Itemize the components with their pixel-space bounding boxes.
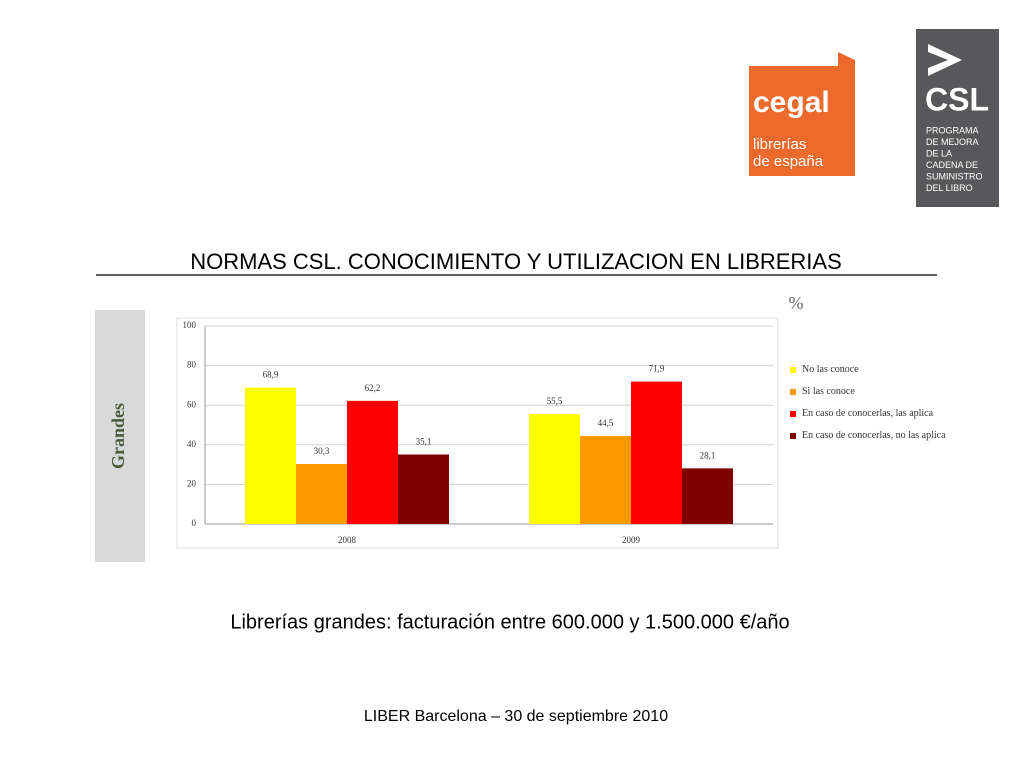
legend-label: Si las conoce xyxy=(802,386,855,397)
value-label: 30,3 xyxy=(314,446,330,456)
bar xyxy=(296,464,347,524)
value-label: 68,9 xyxy=(263,370,279,380)
csl-arrow xyxy=(928,44,962,76)
chart-frame xyxy=(176,317,779,549)
bar xyxy=(245,387,296,524)
legend-label: En caso de conocerlas, las aplica xyxy=(802,408,934,419)
csl-line: DEL LIBRO xyxy=(926,183,973,193)
value-label: 62,2 xyxy=(365,383,381,393)
bar xyxy=(398,454,449,524)
csl-line: SUMINISTRO xyxy=(926,171,983,181)
csl-name: CSL xyxy=(925,81,989,117)
bar xyxy=(580,435,631,524)
bar xyxy=(529,414,580,524)
legend-swatch xyxy=(790,411,796,417)
y-tick-label: 0 xyxy=(192,518,197,528)
csl-line: DE LA xyxy=(926,148,952,158)
value-label: 28,1 xyxy=(700,450,716,460)
y-tick-label: 20 xyxy=(187,478,197,488)
value-label: 71,9 xyxy=(649,364,665,374)
legend-item: Si las conoce xyxy=(790,384,955,400)
cegal-logo xyxy=(749,52,855,176)
cegal-line: de españa xyxy=(753,153,824,170)
title: NORMAS CSL. CONOCIMIENTO Y UTILIZACION E… xyxy=(190,249,842,274)
value-label: 55,5 xyxy=(547,396,563,406)
y-tick-label: 40 xyxy=(187,439,197,449)
x-tick-label: 2009 xyxy=(622,535,641,545)
csl-line: CADENA DE xyxy=(926,160,978,170)
bar xyxy=(682,468,733,524)
legend-swatch xyxy=(790,433,796,439)
legend-label: En caso de conocerlas, no las aplica xyxy=(802,430,946,441)
side-label: Grandes xyxy=(108,403,128,469)
csl-line: PROGRAMA xyxy=(926,125,979,135)
y-tick-label: 80 xyxy=(187,360,197,370)
legend-label: No las conoce xyxy=(802,364,859,375)
y-tick-label: 60 xyxy=(187,399,197,409)
y-tick-label: 100 xyxy=(183,320,197,330)
legend-swatch xyxy=(790,367,796,373)
legend-swatch xyxy=(790,389,796,395)
legend: No las conoce Si las conoce En caso de con… xyxy=(790,362,955,450)
x-tick-label: 2008 xyxy=(338,535,357,545)
legend-item: En caso de conocerlas, las aplica xyxy=(790,406,955,422)
cegal-line: librerías xyxy=(753,136,806,153)
csl-line: DE MEJORA xyxy=(926,137,979,147)
unit: % xyxy=(789,293,804,313)
footer: LIBER Barcelona – 30 de septiembre 2010 xyxy=(364,708,668,725)
legend-item: No las conoce xyxy=(790,362,955,378)
value-label: 44,5 xyxy=(598,418,614,428)
value-label: 35,1 xyxy=(416,437,432,447)
caption: Librerías grandes: facturación entre 600… xyxy=(230,611,789,633)
cegal-name: cegal xyxy=(753,86,830,119)
side-panel xyxy=(95,310,145,562)
bar xyxy=(631,381,682,524)
bar xyxy=(347,400,398,524)
legend-item: En caso de conocerlas, no las aplica xyxy=(790,428,955,444)
